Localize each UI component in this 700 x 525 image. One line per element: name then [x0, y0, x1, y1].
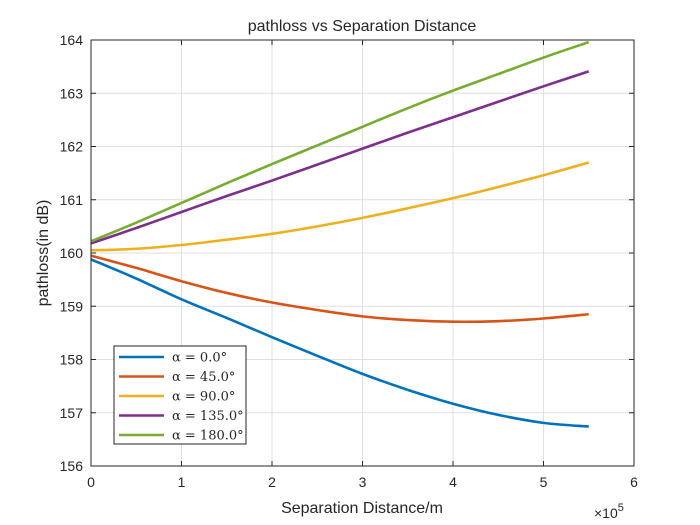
legend-label-0: α = 0.0° [172, 351, 227, 366]
x-exponent-base: ×10 [594, 505, 618, 521]
y-tick-label: 157 [60, 405, 84, 421]
y-tick-label: 156 [60, 458, 84, 474]
x-exponent-power: 5 [618, 502, 624, 514]
x-axis-label: Separation Distance/m [281, 500, 443, 517]
chart-title: pathloss vs Separation Distance [248, 18, 477, 35]
series-layer [90, 40, 590, 428]
x-tick-label: 5 [540, 474, 548, 490]
y-tick-label: 159 [60, 298, 84, 314]
y-axis-label: pathloss(in dB) [35, 200, 52, 307]
y-tick-label: 164 [60, 32, 84, 48]
tick-marks [90, 39, 635, 467]
tick-labels: 0 1 2 3 4 5 6 156 157 158 159 160 161 162 163 164 [60, 32, 638, 490]
y-tick-label: 161 [60, 192, 84, 208]
series-line-2 [90, 161, 590, 252]
legend-box [113, 345, 247, 445]
legend-label-1: α = 45.0° [172, 370, 235, 385]
y-tick-label: 162 [60, 139, 84, 155]
series-line-3 [90, 70, 590, 245]
series-line-4 [90, 40, 590, 243]
y-tick-label: 160 [60, 245, 84, 261]
x-tick-label: 3 [359, 474, 367, 490]
x-tick-label: 2 [268, 474, 276, 490]
series-line-0 [90, 258, 589, 428]
x-tick-label: 0 [87, 474, 95, 490]
legend-label-3: α = 135.0° [172, 409, 244, 424]
x-exponent-label: ×105 [594, 502, 624, 521]
x-tick-label: 6 [630, 474, 638, 490]
legend-label-2: α = 90.0° [172, 390, 235, 405]
y-tick-label: 163 [60, 85, 84, 101]
x-tick-label: 1 [178, 474, 186, 490]
series-line-1 [90, 254, 589, 324]
legend-label-4: α = 180.0° [172, 429, 244, 444]
y-tick-label: 158 [60, 352, 84, 368]
legend: α = 0.0° α = 45.0° α = 90.0° α = 135.0° α = … [113, 345, 247, 445]
x-tick-label: 4 [449, 474, 457, 490]
